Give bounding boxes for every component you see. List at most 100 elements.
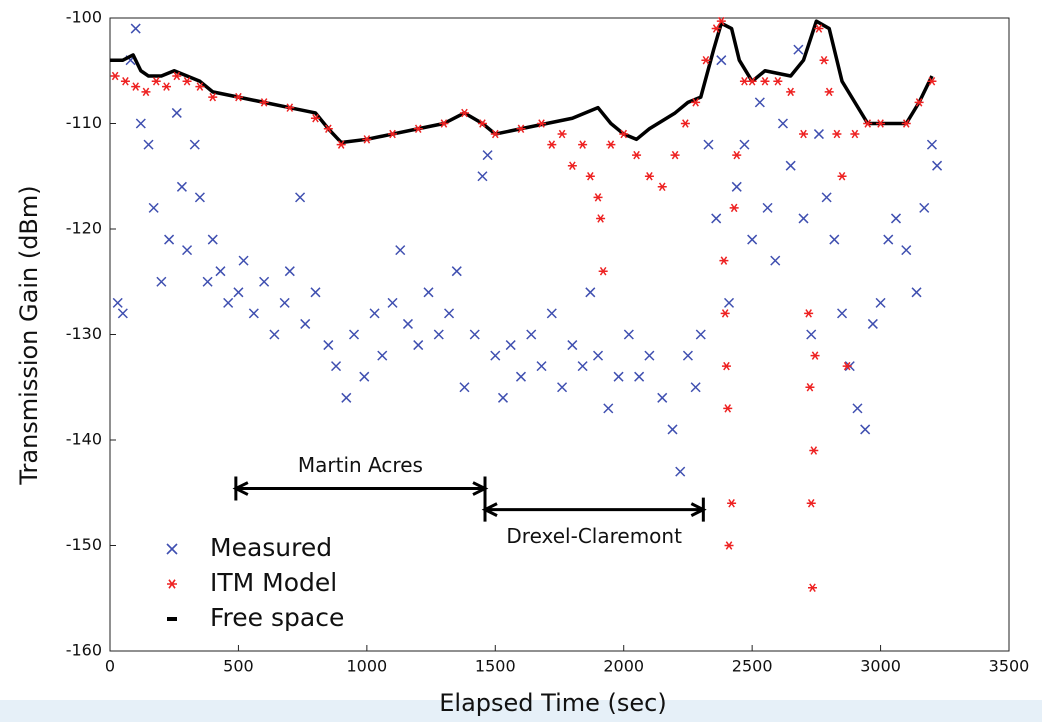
data-point	[809, 446, 819, 455]
annotation-arrow	[232, 476, 489, 501]
data-point	[829, 234, 840, 245]
data-point	[300, 318, 311, 329]
data-point	[469, 329, 480, 340]
free-space-line	[110, 19, 934, 145]
data-point	[777, 118, 788, 129]
data-point	[592, 350, 604, 361]
data-point	[814, 24, 824, 33]
data-point	[731, 181, 742, 192]
x-tick-label: 2000	[603, 657, 644, 676]
data-point	[901, 119, 911, 128]
data-point	[799, 129, 809, 139]
data-point	[926, 139, 937, 150]
data-point	[490, 129, 500, 139]
data-point	[189, 139, 200, 150]
data-point	[842, 361, 852, 371]
data-point	[248, 308, 259, 319]
data-point	[233, 92, 243, 102]
annotation-text: Drexel-Claremont	[506, 524, 682, 548]
data-point	[623, 329, 634, 340]
data-point	[259, 276, 270, 287]
bottom-strip	[0, 700, 1042, 722]
data-point	[754, 97, 765, 108]
data-point	[890, 213, 902, 224]
data-point	[377, 350, 388, 361]
data-point	[269, 329, 280, 340]
data-point	[164, 234, 175, 245]
x-tick-label: 2500	[732, 657, 773, 676]
data-point	[657, 182, 667, 192]
data-point	[505, 340, 516, 351]
data-point	[223, 297, 234, 308]
data-point	[341, 392, 352, 403]
data-point	[141, 87, 151, 97]
data-point	[515, 371, 527, 382]
x-axis-label: Elapsed Time (sec)	[439, 689, 666, 717]
data-point	[876, 119, 886, 128]
data-point	[279, 297, 290, 308]
data-point	[117, 308, 128, 319]
data-point	[195, 82, 205, 91]
data-point	[832, 129, 842, 139]
data-point	[813, 129, 824, 140]
data-point	[295, 192, 306, 203]
data-point	[927, 77, 937, 86]
legend-label: ITM Model	[210, 568, 337, 597]
y-tick-label: -130	[66, 324, 102, 343]
data-point	[911, 287, 922, 298]
y-tick-label: -160	[66, 641, 102, 660]
x-tick-label: 3000	[860, 657, 901, 676]
data-point	[143, 139, 154, 150]
data-point	[215, 266, 226, 277]
data-point	[770, 255, 781, 266]
data-point	[808, 583, 818, 592]
data-point	[323, 340, 334, 351]
data-point	[786, 87, 796, 97]
data-point	[914, 98, 924, 107]
data-point	[785, 160, 796, 171]
data-point	[423, 287, 434, 298]
data-point	[323, 124, 333, 134]
data-point	[821, 192, 832, 203]
data-point	[701, 55, 711, 65]
data-point	[112, 297, 123, 308]
data-point	[497, 392, 509, 403]
data-point	[773, 77, 783, 86]
data-point	[598, 266, 608, 276]
data-point	[578, 140, 588, 149]
data-point	[810, 351, 820, 360]
data-point	[729, 203, 739, 213]
data-point	[798, 213, 809, 224]
data-point	[867, 318, 878, 329]
data-point	[182, 245, 193, 256]
data-point	[644, 350, 655, 361]
data-point	[837, 171, 847, 181]
data-point	[619, 129, 629, 139]
data-point	[727, 499, 737, 508]
x-tick-label: 500	[223, 657, 254, 676]
data-point	[285, 103, 295, 112]
data-point	[644, 171, 654, 181]
data-point	[516, 124, 526, 134]
data-point	[585, 287, 596, 298]
data-point	[171, 107, 182, 118]
data-point	[721, 361, 731, 371]
y-tick-label: -140	[66, 430, 102, 449]
legend-marker	[166, 543, 178, 555]
data-point	[634, 371, 645, 382]
data-point	[387, 297, 398, 308]
data-point	[585, 171, 595, 181]
x-tick-label: 1000	[346, 657, 387, 676]
data-point	[526, 329, 537, 340]
data-point	[395, 245, 406, 256]
legend-marker	[167, 579, 177, 589]
data-point	[459, 108, 469, 118]
data-point	[695, 329, 706, 340]
data-point	[120, 77, 130, 86]
data-point	[760, 77, 770, 86]
data-point	[331, 361, 342, 372]
data-point	[675, 466, 686, 477]
data-point	[162, 82, 172, 91]
y-tick-label: -100	[66, 8, 102, 27]
